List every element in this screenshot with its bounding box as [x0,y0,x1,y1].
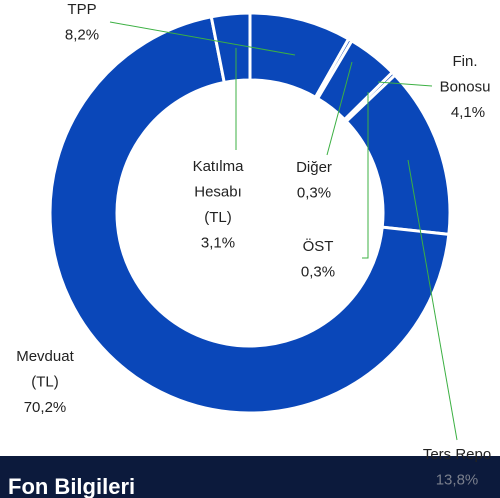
value-label: 0,3% [301,263,335,280]
value-label: 8,2% [65,26,99,43]
leader-line [109,21,296,56]
category-label: TPP [67,1,96,18]
leader-line [377,81,433,87]
category-label: Diğer [296,159,332,176]
leader-line [407,159,458,441]
slice [209,11,252,85]
slice [48,15,451,415]
category-label: Ters Repo [423,446,491,463]
footer-bar [0,456,500,498]
category-label: (TL) [31,373,59,390]
value-label: 4,1% [451,104,485,121]
value-label: 13,8% [436,471,479,488]
value-label: 3,1% [201,234,235,251]
category-label: (TL) [204,209,232,226]
leader-line [326,61,353,156]
footer-title: Fon Bilgileri [8,474,135,498]
category-label: Fin. [452,53,477,70]
leader-line [362,92,369,259]
category-label: ÖST [303,237,334,255]
value-label: 0,3% [297,184,331,201]
category-label: Katılma [193,158,245,175]
category-label: Bonosu [440,78,491,95]
category-label: Mevduat [16,348,74,365]
category-label: Hesabı [194,183,242,200]
value-label: 70,2% [24,399,67,416]
